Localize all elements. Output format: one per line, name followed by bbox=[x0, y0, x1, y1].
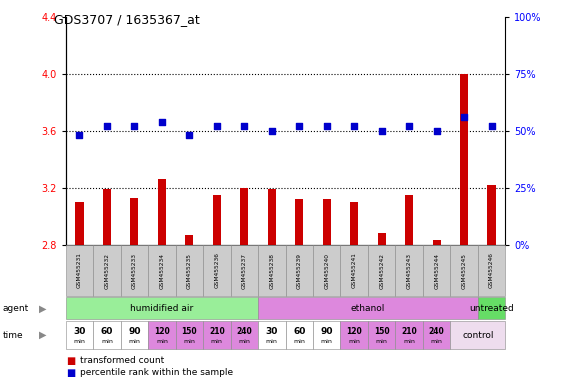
Text: 90: 90 bbox=[320, 327, 333, 336]
Text: 30: 30 bbox=[73, 327, 86, 336]
Bar bbox=[130, 198, 139, 245]
Text: 210: 210 bbox=[209, 327, 224, 336]
Point bbox=[487, 123, 496, 129]
Text: GSM455238: GSM455238 bbox=[270, 253, 274, 288]
Text: GSM455240: GSM455240 bbox=[324, 253, 329, 288]
Point bbox=[240, 123, 249, 129]
Text: ▶: ▶ bbox=[39, 303, 47, 313]
Text: 60: 60 bbox=[293, 327, 305, 336]
Bar bbox=[268, 189, 276, 245]
Text: 60: 60 bbox=[100, 327, 113, 336]
Text: 240: 240 bbox=[236, 327, 252, 336]
Text: ethanol: ethanol bbox=[351, 304, 385, 313]
Text: GSM455244: GSM455244 bbox=[434, 253, 439, 288]
Bar bbox=[377, 233, 386, 245]
Text: GSM455233: GSM455233 bbox=[132, 253, 137, 288]
Text: agent: agent bbox=[3, 304, 29, 313]
Text: percentile rank within the sample: percentile rank within the sample bbox=[80, 368, 233, 377]
Bar bbox=[295, 199, 303, 245]
Text: GSM455232: GSM455232 bbox=[104, 253, 110, 288]
Point bbox=[377, 128, 386, 134]
Text: GSM455231: GSM455231 bbox=[77, 253, 82, 288]
Bar bbox=[432, 240, 441, 245]
Text: GSM455236: GSM455236 bbox=[214, 253, 219, 288]
Text: 150: 150 bbox=[374, 327, 389, 336]
Point bbox=[432, 128, 441, 134]
Text: min: min bbox=[293, 339, 305, 344]
Bar bbox=[212, 195, 221, 245]
Text: min: min bbox=[376, 339, 388, 344]
Text: GSM455235: GSM455235 bbox=[187, 253, 192, 288]
Text: humidified air: humidified air bbox=[130, 304, 194, 313]
Point bbox=[212, 123, 222, 129]
Point bbox=[460, 114, 469, 120]
Text: untreated: untreated bbox=[469, 304, 514, 313]
Text: min: min bbox=[266, 339, 278, 344]
Text: min: min bbox=[238, 339, 250, 344]
Text: GSM455243: GSM455243 bbox=[407, 253, 412, 288]
Text: ▶: ▶ bbox=[39, 330, 47, 340]
Text: control: control bbox=[462, 331, 493, 339]
Point bbox=[267, 128, 276, 134]
Text: min: min bbox=[101, 339, 113, 344]
Bar bbox=[460, 74, 468, 245]
Point bbox=[405, 123, 414, 129]
Point bbox=[157, 119, 166, 125]
Text: 240: 240 bbox=[429, 327, 444, 336]
Point bbox=[349, 123, 359, 129]
Text: 150: 150 bbox=[182, 327, 197, 336]
Point bbox=[130, 123, 139, 129]
Text: min: min bbox=[128, 339, 140, 344]
Bar bbox=[488, 185, 496, 245]
Text: GSM455241: GSM455241 bbox=[352, 253, 357, 288]
Text: ■: ■ bbox=[66, 356, 75, 366]
Bar bbox=[158, 179, 166, 245]
Bar bbox=[240, 188, 248, 245]
Text: time: time bbox=[3, 331, 23, 339]
Text: GDS3707 / 1635367_at: GDS3707 / 1635367_at bbox=[54, 13, 200, 26]
Text: ■: ■ bbox=[66, 367, 75, 377]
Text: GSM455246: GSM455246 bbox=[489, 253, 494, 288]
Bar bbox=[323, 199, 331, 245]
Text: min: min bbox=[403, 339, 415, 344]
Bar bbox=[185, 235, 194, 245]
Text: 30: 30 bbox=[266, 327, 278, 336]
Point bbox=[185, 132, 194, 139]
Text: 120: 120 bbox=[154, 327, 170, 336]
Text: min: min bbox=[321, 339, 333, 344]
Point bbox=[75, 132, 84, 139]
Text: GSM455234: GSM455234 bbox=[159, 253, 164, 288]
Bar bbox=[103, 189, 111, 245]
Text: min: min bbox=[211, 339, 223, 344]
Bar bbox=[75, 202, 83, 245]
Bar bbox=[350, 202, 359, 245]
Point bbox=[322, 123, 331, 129]
Text: min: min bbox=[348, 339, 360, 344]
Text: 120: 120 bbox=[347, 327, 362, 336]
Text: min: min bbox=[431, 339, 443, 344]
Point bbox=[102, 123, 111, 129]
Text: transformed count: transformed count bbox=[80, 356, 164, 365]
Point bbox=[295, 123, 304, 129]
Text: min: min bbox=[74, 339, 85, 344]
Text: 210: 210 bbox=[401, 327, 417, 336]
Bar bbox=[405, 195, 413, 245]
Text: GSM455245: GSM455245 bbox=[461, 253, 467, 288]
Text: 90: 90 bbox=[128, 327, 140, 336]
Text: min: min bbox=[183, 339, 195, 344]
Text: GSM455239: GSM455239 bbox=[297, 253, 301, 288]
Text: min: min bbox=[156, 339, 168, 344]
Text: GSM455242: GSM455242 bbox=[379, 253, 384, 288]
Text: GSM455237: GSM455237 bbox=[242, 253, 247, 288]
